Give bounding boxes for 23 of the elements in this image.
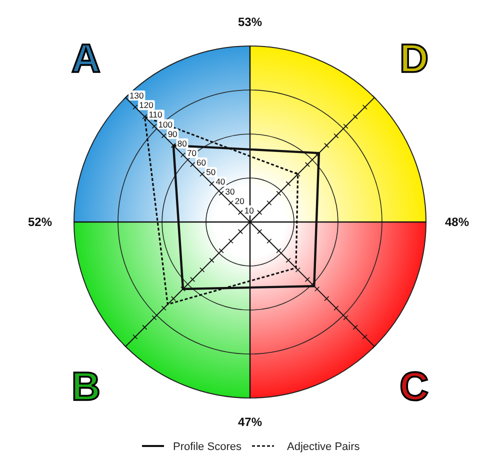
legend-label: Profile Scores <box>173 441 242 453</box>
spoke-label: D <box>400 36 428 81</box>
y-tick-label: 30 <box>225 186 236 196</box>
spoke-label: A <box>72 36 100 81</box>
y-tick-label: 90 <box>168 128 178 139</box>
y-tick-label: 110 <box>148 110 163 120</box>
text: 53% <box>238 15 262 29</box>
y-tick-label: 120 <box>139 100 154 110</box>
legend-label: Adjective Pairs <box>287 441 360 453</box>
text: 47% <box>238 415 262 429</box>
y-tick-label: 40 <box>216 176 226 187</box>
y-tick-label: 80 <box>177 138 188 148</box>
text: 48% <box>444 215 470 229</box>
y-tick-label: 10 <box>244 205 254 216</box>
y-tick-label: 70 <box>186 148 197 158</box>
y-tick-label: 20 <box>234 196 245 206</box>
spoke-label: B <box>72 365 100 410</box>
y-tick-label: 130 <box>130 90 144 101</box>
y-tick-label: 50 <box>206 167 216 178</box>
y-tick-label: 100 <box>158 119 173 130</box>
spoke-label: C <box>400 365 428 410</box>
text: 52% <box>28 215 52 229</box>
y-tick-label: 60 <box>196 158 206 168</box>
